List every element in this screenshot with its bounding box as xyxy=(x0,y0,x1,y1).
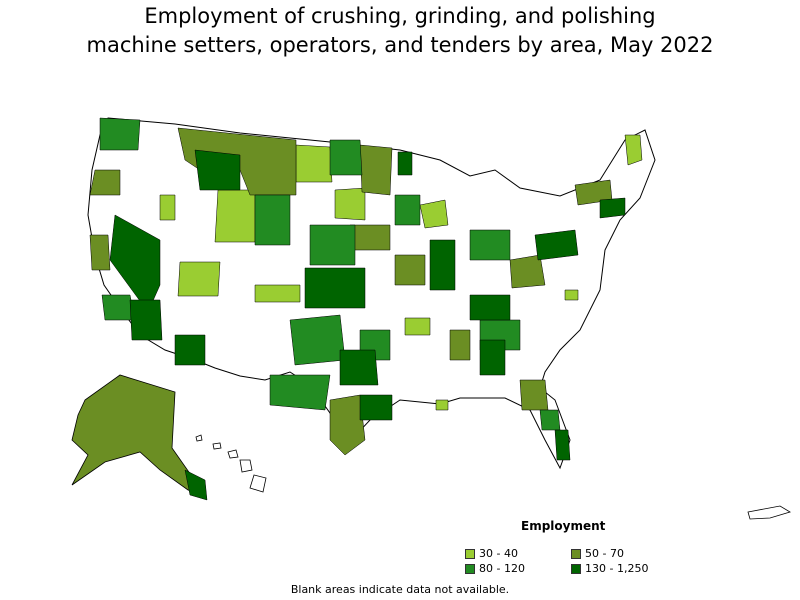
area-80-120-ca xyxy=(101,294,136,321)
area-30-40-sd xyxy=(334,187,366,221)
area-130-1250-id-wy xyxy=(194,149,241,191)
legend-swatch-30-40 xyxy=(465,548,475,559)
legend-label-50-70: 50 - 70 xyxy=(585,547,624,560)
region-130-1250 xyxy=(109,149,626,461)
area-30-40-mi xyxy=(419,199,449,229)
area-30-40-ky xyxy=(404,317,431,336)
legend-swatch-80-120 xyxy=(465,563,475,574)
area-30-40-wy xyxy=(214,189,256,243)
legend-label-130-1250: 130 - 1,250 xyxy=(585,562,649,575)
legend-label-80-120: 80 - 120 xyxy=(479,562,525,575)
area-80-120-wi xyxy=(394,194,421,226)
area-50-70-tx xyxy=(329,394,366,456)
map-title: Employment of crushing, grinding, and po… xyxy=(0,2,800,60)
area-30-40-me xyxy=(624,134,643,166)
area-80-120-ne xyxy=(309,224,356,266)
area-130-1250-al xyxy=(479,339,506,376)
region-80-120 xyxy=(99,117,561,431)
area-50-70-mo xyxy=(394,254,426,286)
map-title-line-2: machine setters, operators, and tenders … xyxy=(86,33,714,57)
area-80-120-oh-pa xyxy=(469,229,511,261)
area-130-1250-tn-ky xyxy=(469,294,511,321)
area-30-40-ut xyxy=(177,261,221,297)
legend-item-30-40: 30 - 40 xyxy=(465,547,518,560)
region-30-40 xyxy=(159,134,643,411)
legend-item-130-1250: 130 - 1,250 xyxy=(571,562,648,575)
area-80-120-mn xyxy=(329,139,363,176)
alaska-shape xyxy=(71,374,206,496)
legend-title: Employment xyxy=(521,519,606,533)
legend-label-30-40: 30 - 40 xyxy=(479,547,518,560)
area-50-70-ca-north xyxy=(89,234,111,271)
area-130-1250-tx-coast xyxy=(359,394,393,421)
alaska-panhandle-area xyxy=(184,469,208,501)
area-50-70-or xyxy=(89,169,121,196)
area-80-120-fl xyxy=(539,409,561,431)
area-80-120-nm-tx xyxy=(289,314,346,366)
area-80-120-tx-central xyxy=(269,374,331,411)
area-30-40-co xyxy=(254,284,301,303)
area-130-1250-pa-nj xyxy=(534,229,579,261)
area-130-1250-az xyxy=(174,334,206,366)
area-130-1250-tx-east xyxy=(339,349,379,386)
legend-swatch-50-70 xyxy=(571,548,581,559)
legend-item-80-120: 80 - 120 xyxy=(465,562,525,575)
area-50-70-ia xyxy=(349,224,391,251)
area-50-70-ms-al xyxy=(449,329,471,361)
area-30-40-id xyxy=(159,194,176,221)
area-80-120-wa xyxy=(99,117,141,151)
region-50-70 xyxy=(89,127,613,456)
area-50-70-nd-mn xyxy=(359,144,393,196)
area-130-1250-fl-south xyxy=(554,429,571,461)
legend-swatch-130-1250 xyxy=(571,563,581,574)
puerto-rico-shape xyxy=(747,505,791,520)
area-80-120-wy-east xyxy=(254,194,291,246)
area-50-70-ga-fl xyxy=(519,379,549,411)
area-130-1250-mi-north xyxy=(397,151,413,176)
hawaii-islands xyxy=(195,434,267,493)
area-30-40-ne-mt-nd xyxy=(295,144,333,183)
area-130-1250-il xyxy=(429,239,456,291)
area-50-70-va xyxy=(509,254,546,289)
area-30-40-la xyxy=(435,399,449,411)
area-130-1250-ca-south xyxy=(129,299,163,341)
legend-item-50-70: 50 - 70 xyxy=(571,547,624,560)
area-130-1250-nv xyxy=(109,214,161,313)
map-title-line-1: Employment of crushing, grinding, and po… xyxy=(144,4,656,28)
footnote: Blank areas indicate data not available. xyxy=(290,583,510,596)
us-employment-map xyxy=(71,117,791,520)
area-30-40-nc xyxy=(564,289,579,301)
area-130-1250-ma-ct xyxy=(599,197,626,219)
area-130-1250-ks xyxy=(304,267,366,309)
